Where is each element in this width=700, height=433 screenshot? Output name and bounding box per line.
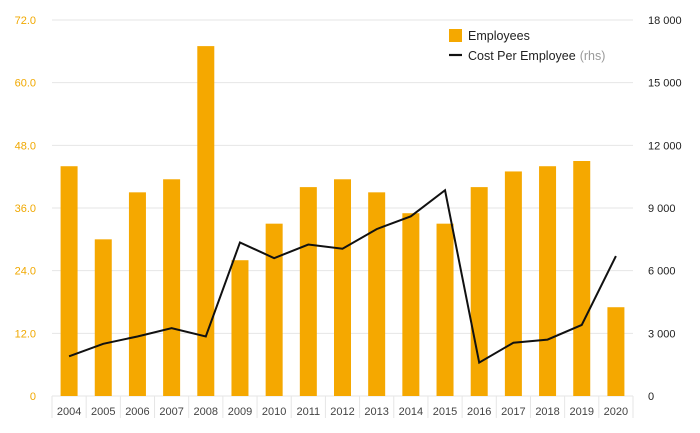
employees-bar xyxy=(265,223,283,396)
x-axis-tick-label: 2011 xyxy=(296,406,320,418)
x-axis-ticks: 2004 2005 2006 2007 2008 2009 2010 2011 2012 2013… xyxy=(51,396,634,418)
employees-bar xyxy=(573,161,591,396)
x-axis-tick-label: 2006 xyxy=(125,406,149,418)
x-axis-tick-label: 2004 xyxy=(57,406,81,418)
right-axis-tick-label: 18 000 xyxy=(648,15,682,27)
right-axis-tick-label: 0 xyxy=(648,391,654,403)
right-axis-tick-label: 9 000 xyxy=(648,203,676,215)
left-axis-tick-label: 48.0 xyxy=(15,140,36,152)
legend: Employees Cost Per Employee (rhs) xyxy=(449,29,605,63)
employees-bar xyxy=(128,192,146,396)
employees-bar xyxy=(504,171,522,396)
x-axis-tick-label: 2008 xyxy=(194,406,218,418)
left-axis-tick-label: 36.0 xyxy=(15,203,36,215)
x-axis-tick-label: 2020 xyxy=(604,406,628,418)
employees-bar xyxy=(436,223,454,396)
cost-per-employee-line-group xyxy=(68,188,617,365)
right-axis-tick-label: 3 000 xyxy=(648,328,676,340)
x-axis-tick-label: 2010 xyxy=(262,406,286,418)
employees-bar xyxy=(368,192,386,396)
employees-bar xyxy=(94,239,112,396)
x-axis-tick-label: 2016 xyxy=(467,406,491,418)
employees-bar xyxy=(607,307,625,396)
employees-bar xyxy=(334,179,351,396)
left-axis-tick-label: 0 xyxy=(30,391,36,403)
left-axis-tick-label: 72.0 xyxy=(15,15,36,27)
employees-bar xyxy=(539,166,557,396)
left-axis-tick-label: 60.0 xyxy=(15,78,36,90)
x-axis-tick-label: 2014 xyxy=(399,406,423,418)
employees-bar xyxy=(402,213,420,396)
right-axis-ticks: 0 3 000 6 000 9 000 12 000 15 000 18 000 xyxy=(648,15,682,403)
x-axis-tick-label: 2013 xyxy=(364,406,388,418)
legend-swatch-employees xyxy=(449,29,462,42)
employees-bars xyxy=(60,46,625,396)
employees-bar xyxy=(470,187,488,396)
x-axis-tick-label: 2009 xyxy=(228,406,252,418)
right-axis-tick-label: 12 000 xyxy=(648,140,682,152)
cost-per-employee-line xyxy=(68,188,617,365)
x-axis-tick-label: 2019 xyxy=(569,406,593,418)
x-axis-tick-label: 2007 xyxy=(159,406,183,418)
employees-bar xyxy=(60,166,78,396)
x-axis-tick-label: 2018 xyxy=(535,406,559,418)
legend-label-employees: Employees xyxy=(468,29,530,43)
x-axis-tick-label: 2012 xyxy=(330,406,354,418)
employees-bar xyxy=(231,260,249,396)
left-axis-ticks: 0 12.0 24.0 36.0 48.0 60.0 72.0 xyxy=(15,15,36,403)
x-axis-tick-label: 2017 xyxy=(501,406,525,418)
employees-bar xyxy=(163,179,181,396)
legend-label-cost-per-employee: Cost Per Employee (rhs) xyxy=(468,49,605,63)
right-axis-tick-label: 15 000 xyxy=(648,78,682,90)
x-axis-tick-label: 2005 xyxy=(91,406,115,418)
right-axis-tick-label: 6 000 xyxy=(648,266,676,278)
employees-bar xyxy=(197,46,215,396)
left-axis-tick-label: 24.0 xyxy=(15,266,36,278)
left-axis-tick-label: 12.0 xyxy=(15,328,36,340)
employees-bar xyxy=(299,187,317,396)
x-axis-tick-label: 2015 xyxy=(433,406,457,418)
